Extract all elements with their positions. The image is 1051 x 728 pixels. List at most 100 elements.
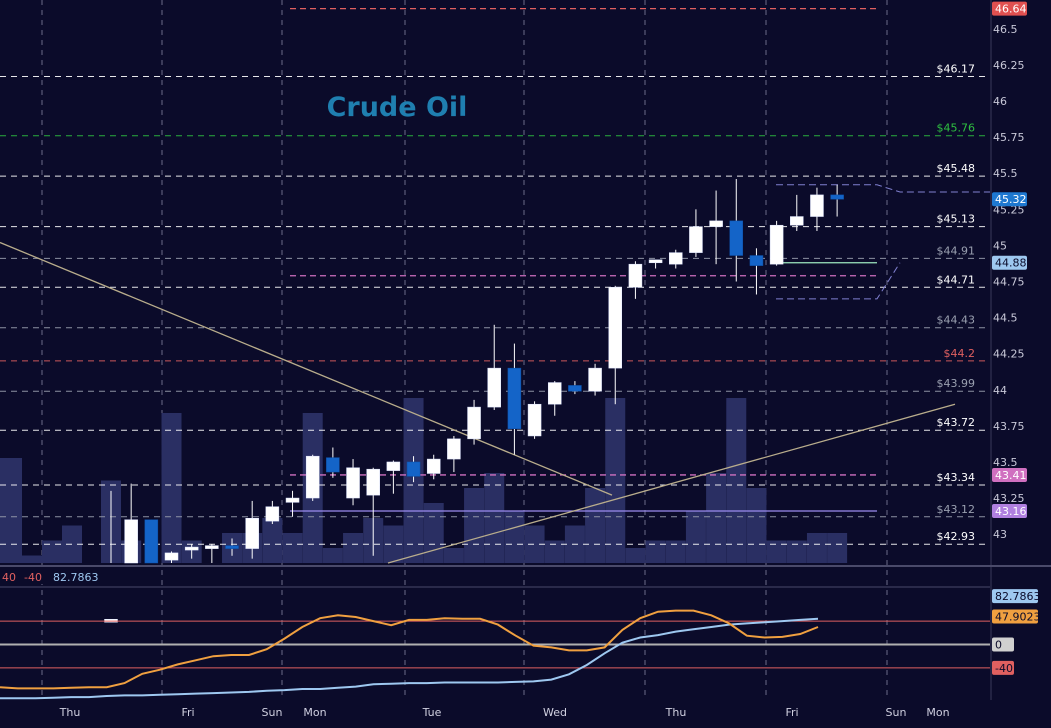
candle-body <box>568 385 582 392</box>
volume-bar <box>827 533 848 563</box>
price-axis-tick: 44 <box>993 384 1007 397</box>
volume-bar <box>605 398 626 563</box>
volume-bar <box>806 533 827 563</box>
oscillator-header-value: -40 <box>24 571 42 584</box>
time-axis-label: Fri <box>785 706 798 719</box>
volume-bar <box>22 555 42 563</box>
candles <box>104 179 844 623</box>
time-axis-label: Mon <box>303 706 326 719</box>
price-tag-label: 43.16 <box>995 505 1027 518</box>
price-level-label: $43.72 <box>937 416 976 429</box>
price-axis-tick: 43.75 <box>993 420 1025 433</box>
oscillator-header-box <box>0 570 18 584</box>
price-level-label: $45.48 <box>937 162 976 175</box>
oscillator-header-value: 82.7863 <box>53 571 99 584</box>
volume-bar <box>685 510 706 563</box>
projection-upper <box>776 184 990 193</box>
trendlines <box>0 184 990 564</box>
price-tags: 46.64 45.32 44.88 43.41 43.16 <box>992 1 1027 519</box>
price-tag-box <box>992 1 1027 16</box>
price-tag-box <box>992 504 1027 519</box>
price-level-label: $43.99 <box>937 377 976 390</box>
oscillator-header-box <box>51 570 104 584</box>
price-tag-box <box>992 467 1027 482</box>
price-level-label: $42.93 <box>937 530 976 543</box>
time-axis-label: Wed <box>543 706 567 719</box>
price-levels: $46.17 $45.76 $45.48 $45.13 $44.91 $44.71 $44.… <box>0 8 990 545</box>
candle-body <box>426 458 441 474</box>
volume-bar <box>464 488 485 563</box>
oscillator-tag-label: 82.7863 <box>995 590 1041 603</box>
price-axis-tick: 46 <box>993 95 1007 108</box>
candle-body <box>164 552 179 561</box>
volume-bar <box>443 548 464 563</box>
time-axis-label: Thu <box>665 706 687 719</box>
candle-body <box>285 497 300 503</box>
candle-body <box>265 506 280 522</box>
price-level-label: $45.76 <box>937 122 976 135</box>
price-tag-box <box>992 255 1027 270</box>
price-level-label: $43.34 <box>937 471 976 484</box>
candle-body <box>447 438 461 460</box>
candle-body <box>709 220 723 227</box>
candle-body <box>729 220 744 256</box>
candle-body <box>245 517 259 549</box>
candle-body <box>366 468 380 496</box>
oscillator-header-box <box>22 570 47 584</box>
price-level-label: $46.17 <box>937 63 976 76</box>
candle-body <box>689 226 703 253</box>
candle-body <box>144 519 159 564</box>
candle-body <box>386 461 401 471</box>
grid-lines <box>41 0 888 700</box>
candle-body <box>527 403 542 437</box>
volume-bar <box>0 458 22 563</box>
price-axis-tick: 46.25 <box>993 59 1025 72</box>
oscillator-tag-label: 0 <box>995 639 1002 652</box>
time-axis-label: Thu <box>59 706 81 719</box>
time-axis-label: Sun <box>262 706 283 719</box>
price-tag-label: 45.32 <box>995 193 1027 206</box>
candle-body <box>507 367 522 429</box>
volume-bar <box>322 548 343 563</box>
time-axis-label: Sun <box>886 706 907 719</box>
candle-body <box>205 545 219 549</box>
volume-bar <box>726 398 747 563</box>
price-axis[interactable]: 46.5 46.25 46 45.75 45.5 45.25 45 44.75 44.5 44.2… <box>990 0 1051 724</box>
price-axis-tick: 44.75 <box>993 276 1025 289</box>
price-level-label: $43.12 <box>937 503 976 516</box>
candle-body <box>547 382 562 405</box>
candle-body <box>669 252 683 265</box>
candle-body <box>406 461 421 477</box>
price-axis-tick: 44.25 <box>993 348 1025 361</box>
volume-bar <box>484 473 505 563</box>
ascending-trendline <box>387 403 956 564</box>
price-axis-tick: 45.5 <box>993 167 1018 180</box>
oscillator-series-k <box>0 617 819 700</box>
volume-bar <box>262 518 283 563</box>
volume-bar <box>766 540 787 563</box>
candle-body <box>326 457 340 473</box>
time-axis-label: Tue <box>422 706 442 719</box>
candle-body <box>648 259 663 264</box>
volume-bar <box>383 525 404 563</box>
candle-body <box>830 194 844 200</box>
price-axis-tick: 45.75 <box>993 131 1025 144</box>
volume-bars <box>0 398 848 563</box>
candle-body <box>628 263 643 288</box>
volume-bar <box>42 540 62 563</box>
candle-body <box>769 224 784 265</box>
candle-body <box>749 255 764 266</box>
oscillator-tag-box <box>992 589 1038 604</box>
candle-body <box>790 216 804 226</box>
candle-body <box>608 287 622 369</box>
descending-trendline <box>0 241 613 496</box>
projection-lower <box>776 262 901 300</box>
volume-bar <box>585 488 606 563</box>
oscillator-tag-box <box>992 637 1014 652</box>
candle-body <box>487 367 501 408</box>
time-axis[interactable]: Thu Fri Sun Mon Tue Wed Thu Fri Sun Mon <box>59 706 950 719</box>
price-level-label: $44.2 <box>944 347 976 360</box>
